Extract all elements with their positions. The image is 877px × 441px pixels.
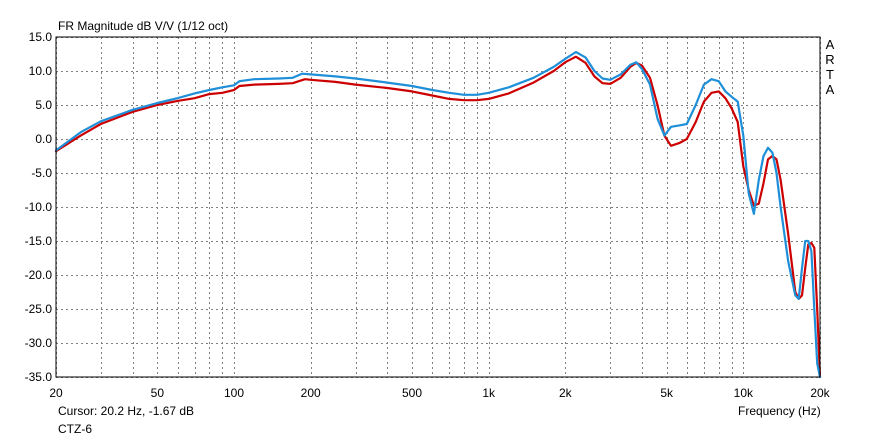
x-axis-label: Frequency (Hz) <box>738 404 821 418</box>
x-tick-label: 50 <box>151 386 165 400</box>
y-tick-label: -20.0 <box>25 268 53 282</box>
y-tick-label: 0.0 <box>35 132 52 146</box>
series-line-red <box>54 55 822 379</box>
y-tick-label: -30.0 <box>25 336 53 350</box>
x-tick-label: 10k <box>734 386 754 400</box>
x-axis-ticks: 20 50 100 200 500 1k 2k 5k 10k 20k <box>49 386 830 400</box>
series-line-blue <box>54 50 822 379</box>
y-tick-label: -35.0 <box>25 370 53 384</box>
brand-letter: R <box>825 52 834 67</box>
x-tick-label: 20 <box>49 386 63 400</box>
x-tick-label: 1k <box>482 386 496 400</box>
x-tick-label: 20k <box>810 386 830 400</box>
y-tick-label: 5.0 <box>35 98 52 112</box>
y-tick-label: -10.0 <box>25 200 53 214</box>
plot-frame <box>55 36 821 378</box>
y-axis-ticks: 15.0 10.0 5.0 0.0 -5.0 -10.0 -15.0 -20.0 -25.0 -3… <box>25 30 53 384</box>
y-tick-label: -5.0 <box>31 166 52 180</box>
brand-letter: T <box>826 67 834 82</box>
grid <box>56 37 821 378</box>
y-tick-label: -15.0 <box>25 234 53 248</box>
x-tick-label: 2k <box>559 386 573 400</box>
device-label: CTZ-6 <box>58 422 92 436</box>
x-tick-label: 500 <box>402 386 422 400</box>
x-tick-label: 100 <box>224 386 244 400</box>
y-tick-label: 15.0 <box>29 30 53 44</box>
cursor-readout: Cursor: 20.2 Hz, -1.67 dB <box>58 404 194 418</box>
chart-title: FR Magnitude dB V/V (1/12 oct) <box>58 19 228 33</box>
x-tick-label: 5k <box>660 386 674 400</box>
brand-letter: A <box>826 82 835 97</box>
y-tick-label: -25.0 <box>25 302 53 316</box>
y-tick-label: 10.0 <box>29 64 53 78</box>
series-lines <box>54 50 822 379</box>
x-tick-label: 200 <box>301 386 321 400</box>
brand-letter: A <box>826 37 835 52</box>
